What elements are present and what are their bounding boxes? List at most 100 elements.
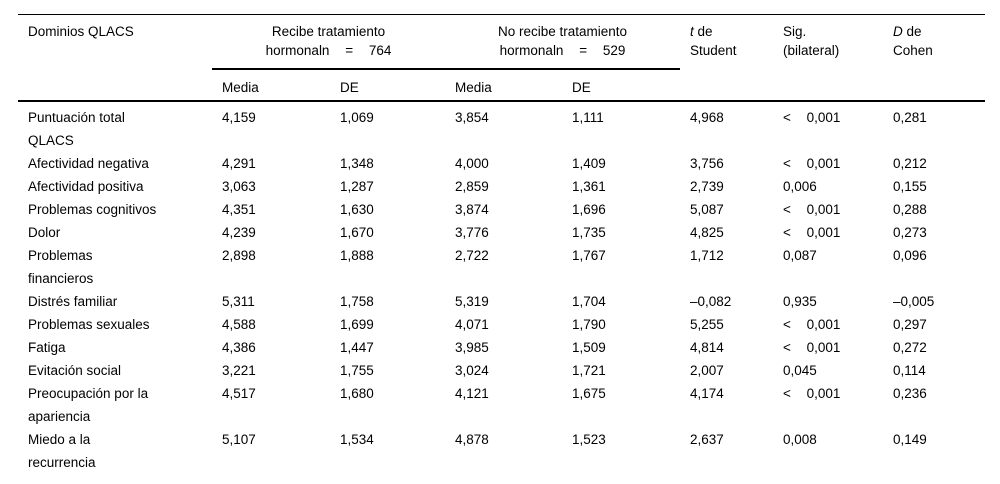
domain-line: Afectividad positiva xyxy=(28,178,144,194)
d-cohen-cell: 0,096 xyxy=(893,247,927,263)
de-untreated-cell: 1,361 xyxy=(572,178,606,194)
sig-cell: < 0,001 xyxy=(783,201,841,217)
de-untreated-cell: 1,523 xyxy=(572,431,606,447)
de-treated-cell: 1,758 xyxy=(340,293,374,309)
sig-line2: (bilateral) xyxy=(783,43,840,58)
group-treated-line1: Recibe tratamiento xyxy=(271,24,386,39)
domain-line: financieros xyxy=(28,270,94,286)
media-treated-cell: 4,588 xyxy=(222,316,256,332)
table-body: Puntuación total QLACS 4,159 1,069 3,854 1,11… xyxy=(18,101,985,484)
t-student-cell: 2,739 xyxy=(690,178,724,194)
media-untreated-cell: 4,000 xyxy=(455,155,489,171)
d-cohen-cell: 0,212 xyxy=(893,155,927,171)
domain-line: Problemas xyxy=(28,247,93,263)
sig-cell: 0,087 xyxy=(783,247,817,263)
column-header-d-cohen: D de Cohen xyxy=(883,14,986,102)
d-cohen-line2: Cohen xyxy=(893,43,933,58)
group-untreated-line1: No recibe tratamiento xyxy=(497,24,628,39)
column-group-no-recibe-tratamiento: No recibe tratamiento hormonaln = 529 xyxy=(445,14,681,70)
de-treated-cell: 1,069 xyxy=(340,109,374,125)
table-row: Fatiga 4,386 1,447 3,985 1,509 4,814 < 0,001 0,… xyxy=(18,336,985,359)
domain-cell: Miedo a la recurrencia xyxy=(18,428,212,484)
t-student-cell: 4,968 xyxy=(690,109,724,125)
de-treated-cell: 1,287 xyxy=(340,178,374,194)
media-treated-cell: 4,159 xyxy=(222,109,256,125)
qlacs-comparison-table: Dominios QLACS Recibe tratamiento hormon… xyxy=(18,14,986,484)
domain-line: Fatiga xyxy=(28,339,66,355)
domain-line: Miedo a la xyxy=(28,431,91,447)
domain-cell: Evitación social xyxy=(18,359,212,382)
t-student-cell: 1,712 xyxy=(690,247,724,263)
de-treated-cell: 1,630 xyxy=(340,201,374,217)
t-student-line1: t de xyxy=(690,24,713,39)
media-treated-cell: 5,107 xyxy=(222,431,256,447)
sig-cell: 0,006 xyxy=(783,178,817,194)
column-header-de-treated: DE xyxy=(330,68,446,102)
domain-line: Dolor xyxy=(28,224,61,240)
column-header-de-untreated: DE xyxy=(562,68,681,102)
domain-line: QLACS xyxy=(28,132,74,148)
t-student-cell: 4,825 xyxy=(690,224,724,240)
d-cohen-cell: 0,288 xyxy=(893,201,927,217)
de-untreated-cell: 1,675 xyxy=(572,385,606,401)
sig-cell: 0,045 xyxy=(783,362,817,378)
t-student-cell: 4,814 xyxy=(690,339,724,355)
table-row: Dolor 4,239 1,670 3,776 1,735 4,825 < 0,001 0,2… xyxy=(18,221,985,244)
de-untreated-cell: 1,790 xyxy=(572,316,606,332)
column-header-sig-bilateral: Sig. (bilateral) xyxy=(773,14,884,102)
de-untreated-cell: 1,767 xyxy=(572,247,606,263)
table-row: Preocupación por la apariencia 4,517 1,680 4… xyxy=(18,382,985,428)
de-treated-cell: 1,888 xyxy=(340,247,374,263)
column-header-dominios-qlacs: Dominios QLACS xyxy=(18,14,212,102)
de-treated-cell: 1,680 xyxy=(340,385,374,401)
de-untreated-cell: 1,509 xyxy=(572,339,606,355)
domain-cell: Problemas financieros xyxy=(18,244,212,290)
domain-cell: Puntuación total QLACS xyxy=(18,101,212,152)
t-student-cell: 5,087 xyxy=(690,201,724,217)
domain-cell: Fatiga xyxy=(18,336,212,359)
domain-cell: Dolor xyxy=(18,221,212,244)
media-untreated-cell: 4,878 xyxy=(455,431,489,447)
media-treated-cell: 4,386 xyxy=(222,339,256,355)
table-row: Evitación social 3,221 1,755 3,024 1,721 2,00… xyxy=(18,359,985,382)
domain-line: apariencia xyxy=(28,408,91,424)
media-treated-cell: 5,311 xyxy=(222,293,255,309)
table-row: Problemas financieros 2,898 1,888 2,722 1,767… xyxy=(18,244,985,290)
media-untreated-cell: 4,071 xyxy=(455,316,489,332)
domain-line: Afectividad negativa xyxy=(28,155,149,171)
media-untreated-cell: 2,722 xyxy=(455,247,489,263)
d-cohen-cell: 0,236 xyxy=(893,385,927,401)
sig-cell: < 0,001 xyxy=(783,224,841,240)
d-cohen-cell: 0,114 xyxy=(893,362,926,378)
media-untreated-cell: 4,121 xyxy=(455,385,489,401)
t-student-cell: 5,255 xyxy=(690,316,724,332)
de-treated-cell: 1,348 xyxy=(340,155,374,171)
domain-line: Preocupación por la xyxy=(28,385,149,401)
domain-cell: Preocupación por la apariencia xyxy=(18,382,212,428)
de-treated-cell: 1,755 xyxy=(340,362,374,378)
de-treated-cell: 1,534 xyxy=(340,431,374,447)
media-untreated-cell: 3,776 xyxy=(455,224,489,240)
column-header-media-treated: Media xyxy=(212,68,330,102)
column-header-t-student: t de Student xyxy=(680,14,774,102)
media-untreated-cell: 3,854 xyxy=(455,109,489,125)
d-cohen-cell: 0,281 xyxy=(893,109,927,125)
column-header-media-untreated: Media xyxy=(445,68,563,102)
domain-line: recurrencia xyxy=(28,454,96,470)
header-row-subheaders: Media DE Media DE xyxy=(18,68,985,102)
table-row: Problemas sexuales 4,588 1,699 4,071 1,790 5,… xyxy=(18,313,985,336)
domain-line: Evitación social xyxy=(28,362,122,378)
media-treated-cell: 2,898 xyxy=(222,247,256,263)
table-row: Afectividad negativa 4,291 1,348 4,000 1,409… xyxy=(18,152,985,175)
domain-line: Problemas cognitivos xyxy=(28,201,157,217)
de-untreated-cell: 1,721 xyxy=(572,362,606,378)
table-row: Afectividad positiva 3,063 1,287 2,859 1,361… xyxy=(18,175,985,198)
media-treated-cell: 4,239 xyxy=(222,224,256,240)
t-student-line2: Student xyxy=(690,43,737,58)
de-untreated-cell: 1,696 xyxy=(572,201,606,217)
t-student-cell: 4,174 xyxy=(690,385,724,401)
sig-cell: < 0,001 xyxy=(783,316,841,332)
de-untreated-cell: 1,111 xyxy=(572,109,604,125)
header-row-groups: Dominios QLACS Recibe tratamiento hormon… xyxy=(18,14,986,102)
